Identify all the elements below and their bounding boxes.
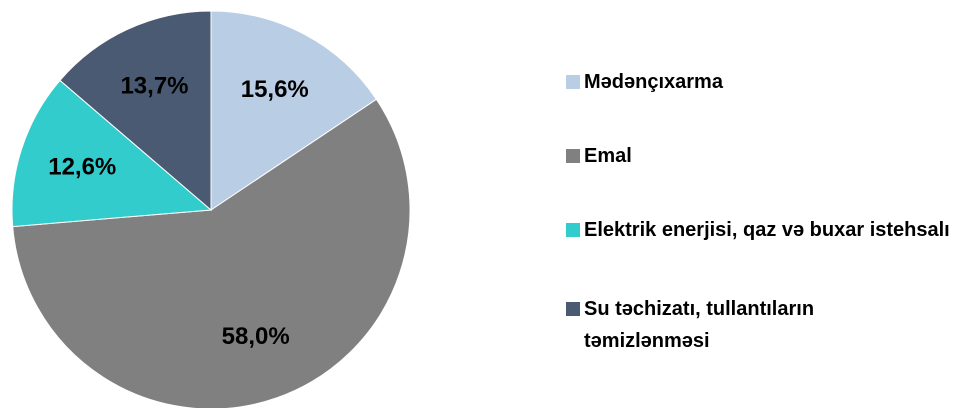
legend-label: Mədənçıxarma	[584, 71, 723, 93]
pie-slice	[59, 10, 212, 212]
pie-slice	[210, 10, 378, 211]
legend-item: Emal	[566, 140, 632, 172]
data-label: 58,0%	[222, 323, 290, 350]
pie-slice	[12, 98, 411, 408]
legend-item: Mədənçıxarma	[566, 66, 723, 98]
data-label: 12,6%	[48, 154, 116, 181]
legend-item: Su təchizatı, tullantıların təmizlənməsi	[566, 293, 914, 357]
legend-label: Su təchizatı, tullantıların təmizlənməsi	[584, 298, 815, 352]
pie-slice	[11, 79, 213, 228]
pie-chart: 15,6% 58,0% 12,6% 13,7%	[11, 10, 411, 408]
legend-swatch	[566, 302, 580, 316]
legend-label: Emal	[584, 145, 632, 167]
legend-label: Elektrik enerjisi, qaz və buxar istehsal…	[584, 219, 950, 241]
legend-item: Elektrik enerjisi, qaz və buxar istehsal…	[566, 214, 950, 246]
data-label: 15,6%	[241, 76, 309, 103]
legend-swatch	[566, 75, 580, 89]
data-label: 13,7%	[120, 72, 188, 99]
legend-swatch	[566, 223, 580, 237]
legend-swatch	[566, 149, 580, 163]
